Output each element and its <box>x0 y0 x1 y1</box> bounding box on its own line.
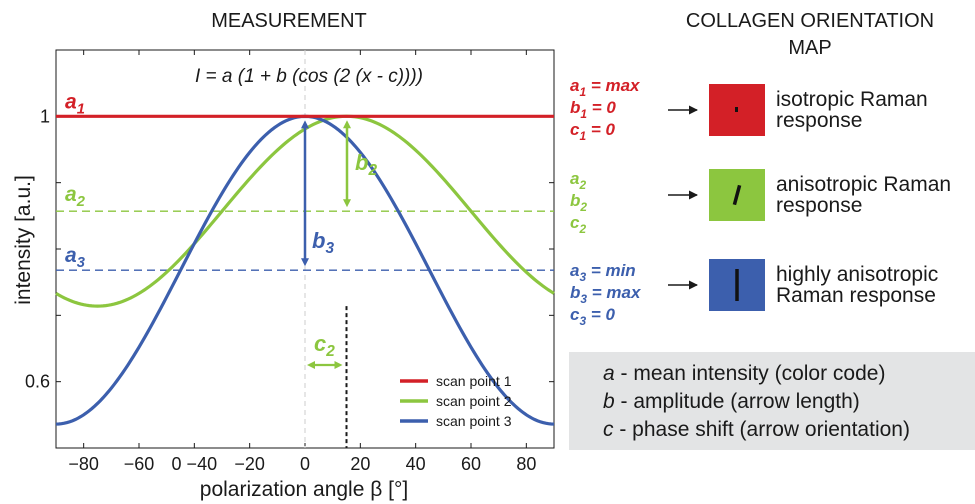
plot-area: −80 −60 0 −40 −20 0 20 40 60 80 1 0.6 a1 a2 a3 b3 b2 c2 s… <box>25 49 555 474</box>
param-b3: b3 = max <box>570 283 642 306</box>
map-heading-line2: MAP <box>788 37 831 59</box>
reference-label-a2: a2 <box>65 183 86 210</box>
map-heading-line1: COLLAGEN ORIENTATION <box>686 10 934 32</box>
x-tick-label: 0 −40 <box>172 454 218 474</box>
b2-label: b2 <box>355 150 377 179</box>
param-c2: c2 <box>570 213 586 236</box>
x-axis-label: polarization angle β [°] <box>200 478 408 501</box>
x-tick-label: 20 <box>350 454 370 474</box>
param-c3: c3 = 0 <box>570 305 615 328</box>
orientation-bar-2 <box>732 184 742 206</box>
y-tick-label: 0.6 <box>25 372 50 392</box>
description-line-c: c - phase shift (arrow orientation) <box>603 418 910 441</box>
map-label-2-line1: anisotropic Raman <box>776 173 951 196</box>
x-tick-label: 80 <box>516 454 536 474</box>
param-a3: a3 = min <box>570 261 636 284</box>
param-a1: a1 = max <box>570 76 641 99</box>
x-tick-label: −60 <box>124 454 155 474</box>
description-line-b: b - amplitude (arrow length) <box>603 390 860 413</box>
description-line-a: a - mean intensity (color code) <box>603 362 885 385</box>
map-label-3-line1: highly anisotropic <box>776 263 938 286</box>
map-label-2-line2: response <box>776 194 862 217</box>
x-tick-label: −20 <box>234 454 265 474</box>
b3-label: b3 <box>312 228 334 257</box>
c2-label: c2 <box>314 331 335 360</box>
isotropic-dot <box>735 107 738 112</box>
param-b2: b2 <box>570 191 587 214</box>
reference-label-a3: a3 <box>65 244 85 271</box>
y-tick-label: 1 <box>40 106 50 126</box>
description-list: a - mean intensity (color code) b - ampli… <box>603 362 910 441</box>
description-box <box>569 352 975 450</box>
param-c1: c1 = 0 <box>570 120 615 143</box>
legend-label-3: scan point 3 <box>436 413 512 429</box>
param-a2: a2 <box>570 169 586 192</box>
measurement-heading: MEASUREMENT <box>211 10 367 32</box>
formula: I = a (1 + b (cos (2 (x - c)))) <box>195 66 423 87</box>
x-tick-label: 0 <box>300 454 310 474</box>
legend-label-1: scan point 1 <box>436 373 512 389</box>
x-tick-label: 60 <box>461 454 481 474</box>
x-tick-label: −80 <box>68 454 99 474</box>
param-b1: b1 = 0 <box>570 98 616 121</box>
reference-label-a1: a1 <box>65 90 85 117</box>
y-axis-label: intensity [a.u.] <box>12 175 35 305</box>
map-label-3-line2: Raman response <box>776 284 936 307</box>
legend-label-2: scan point 2 <box>436 393 512 409</box>
map-label-1-line2: response <box>776 109 862 132</box>
x-tick-label: 40 <box>406 454 426 474</box>
map-label-1-line1: isotropic Raman <box>776 88 928 111</box>
